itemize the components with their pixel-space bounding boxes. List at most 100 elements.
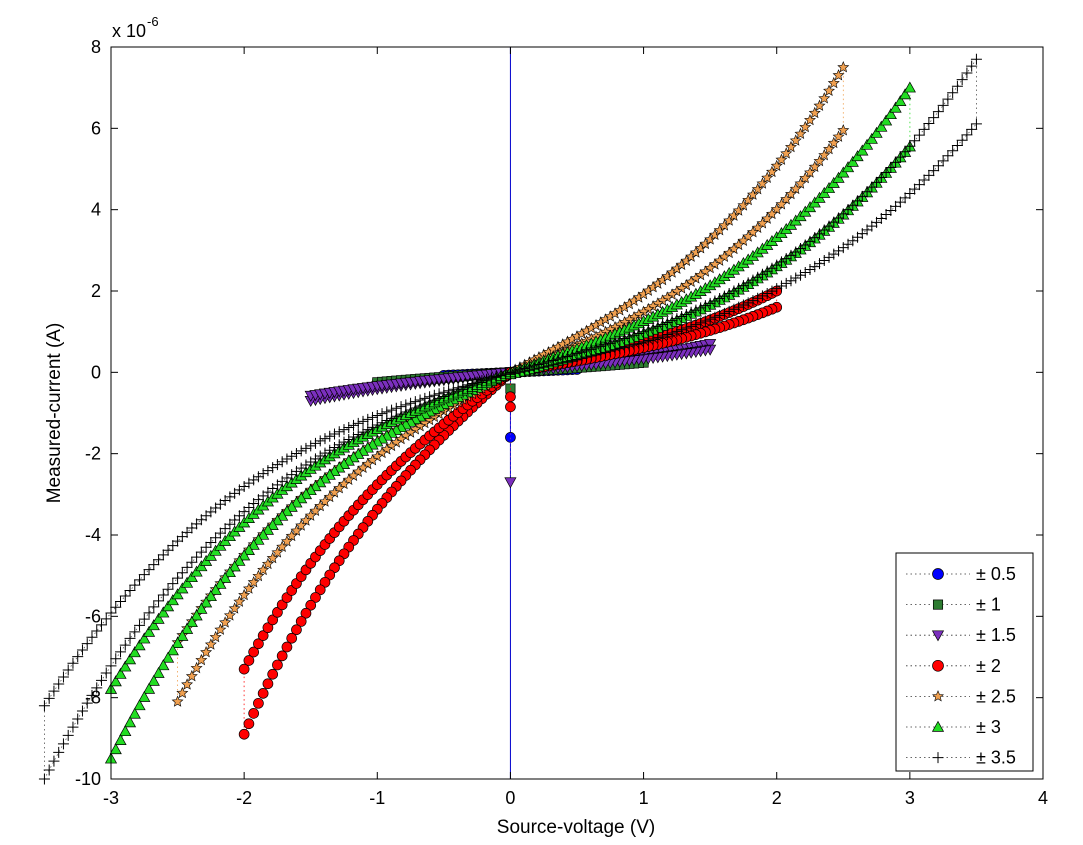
data-point — [228, 560, 241, 572]
data-point — [861, 186, 873, 198]
data-point — [152, 612, 165, 624]
data-point — [780, 277, 792, 289]
data-point — [133, 639, 146, 651]
data-point — [376, 408, 388, 420]
data-point — [233, 554, 246, 566]
data-point — [666, 327, 678, 339]
data-point — [699, 315, 711, 327]
data-point — [343, 421, 355, 433]
data-point — [770, 202, 783, 215]
y-tick-label: 4 — [91, 200, 101, 220]
data-point — [362, 424, 374, 436]
data-point — [190, 609, 203, 621]
data-point — [262, 622, 274, 634]
data-point — [142, 682, 156, 694]
data-point — [305, 440, 317, 452]
data-point — [153, 554, 165, 566]
data-point — [319, 495, 331, 507]
data-point — [785, 275, 797, 287]
data-point — [619, 341, 631, 353]
data-point — [695, 302, 707, 314]
data-point — [405, 397, 417, 409]
legend-marker — [932, 690, 944, 702]
data-point — [752, 271, 764, 283]
data-point — [794, 127, 807, 140]
data-point — [433, 388, 445, 400]
data-point — [261, 557, 274, 570]
data-point — [138, 632, 151, 644]
data-point — [761, 212, 774, 224]
data-point — [633, 328, 645, 340]
data-point — [918, 174, 930, 186]
data-point — [129, 626, 141, 638]
data-point — [200, 596, 213, 608]
data-point — [76, 644, 88, 656]
data-point — [176, 686, 189, 699]
legend-label: ± 3 — [976, 717, 1001, 737]
data-point — [281, 453, 293, 465]
data-point — [57, 738, 69, 750]
data-point — [723, 288, 735, 300]
legend-label: ± 0.5 — [976, 564, 1016, 584]
data-point — [775, 153, 788, 165]
data-point — [95, 619, 107, 631]
data-point — [133, 699, 146, 711]
data-point — [856, 144, 869, 156]
data-point — [751, 182, 764, 195]
legend-marker — [932, 752, 944, 764]
data-point — [167, 578, 179, 590]
data-point — [966, 123, 978, 135]
data-point — [115, 596, 127, 608]
data-point — [371, 410, 383, 422]
data-point — [951, 140, 963, 152]
data-point — [333, 439, 345, 451]
data-point — [119, 660, 132, 672]
data-point — [661, 317, 673, 329]
data-point — [771, 283, 783, 295]
data-point — [823, 84, 835, 96]
data-point — [142, 625, 156, 637]
data-point — [875, 171, 887, 183]
data-point — [899, 146, 911, 158]
data-point — [756, 290, 768, 302]
x-tick-label: -2 — [236, 788, 252, 808]
data-point — [523, 364, 535, 376]
data-point — [114, 734, 127, 746]
data-point — [271, 514, 284, 526]
data-point — [205, 536, 217, 548]
data-point — [733, 282, 745, 294]
data-point — [171, 695, 184, 707]
y-tick-label: -4 — [85, 525, 101, 545]
data-point — [928, 165, 940, 177]
data-point — [167, 540, 179, 552]
legend-label: ± 3.5 — [976, 748, 1016, 768]
data-point — [214, 577, 227, 589]
data-point — [533, 362, 545, 374]
data-point — [381, 406, 393, 418]
data-point — [695, 317, 707, 329]
data-point — [633, 337, 645, 349]
data-point — [162, 583, 174, 595]
data-point — [761, 171, 774, 183]
data-point — [319, 576, 331, 588]
data-point — [932, 160, 944, 172]
data-point — [181, 678, 194, 690]
data-point — [267, 462, 279, 474]
data-point — [338, 436, 350, 448]
data-point — [718, 307, 730, 319]
data-point — [852, 195, 864, 207]
data-point — [970, 118, 982, 130]
data-point — [685, 306, 697, 318]
data-point — [609, 344, 621, 356]
data-point — [894, 151, 906, 163]
data-point — [233, 510, 245, 522]
data-point — [485, 372, 497, 384]
data-point — [766, 262, 778, 274]
data-point — [718, 290, 730, 302]
data-point — [209, 630, 222, 643]
data-point — [808, 106, 821, 119]
data-point — [62, 729, 74, 741]
data-point — [262, 465, 274, 477]
data-point — [818, 92, 831, 104]
